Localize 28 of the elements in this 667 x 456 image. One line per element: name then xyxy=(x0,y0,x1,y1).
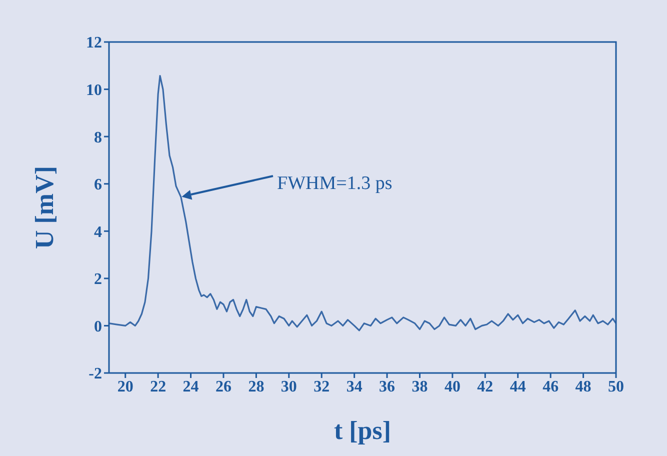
y-tick-label: 8 xyxy=(94,129,102,146)
x-tick-label: 26 xyxy=(215,378,232,396)
x-tick-label: 48 xyxy=(575,378,592,396)
x-tick-label: 38 xyxy=(412,378,428,396)
y-tick-label: 0 xyxy=(94,318,102,336)
y-tick-label: 4 xyxy=(94,224,102,241)
y-tick-label: 12 xyxy=(86,34,102,52)
x-tick-label: 28 xyxy=(248,378,264,396)
y-tick-label: 10 xyxy=(86,82,102,99)
line-series xyxy=(109,75,616,332)
x-tick-label: 42 xyxy=(477,378,494,396)
x-tick-label: 36 xyxy=(379,378,396,396)
x-tick-label: 46 xyxy=(542,378,559,396)
x-tick-label: 40 xyxy=(444,378,460,396)
y-tick-label: -2 xyxy=(88,366,102,383)
x-tick-label: 30 xyxy=(280,378,297,396)
x-tick-label: 44 xyxy=(510,378,526,396)
annotation: FWHM=1.3 ps xyxy=(277,173,392,194)
x-tick-label: 50 xyxy=(608,378,624,396)
x-tick-label: 24 xyxy=(182,378,199,396)
x-axis-title: t [ps] xyxy=(334,416,392,445)
x-tick-label: 20 xyxy=(117,378,134,396)
x-tick-label: 34 xyxy=(346,378,362,396)
y-tick-label: 6 xyxy=(94,176,102,194)
x-tick-label: 32 xyxy=(314,378,330,396)
x-tick-label: 22 xyxy=(150,378,166,396)
y-tick-label: 2 xyxy=(94,271,102,288)
y-axis-title: U [mV] xyxy=(30,166,60,250)
